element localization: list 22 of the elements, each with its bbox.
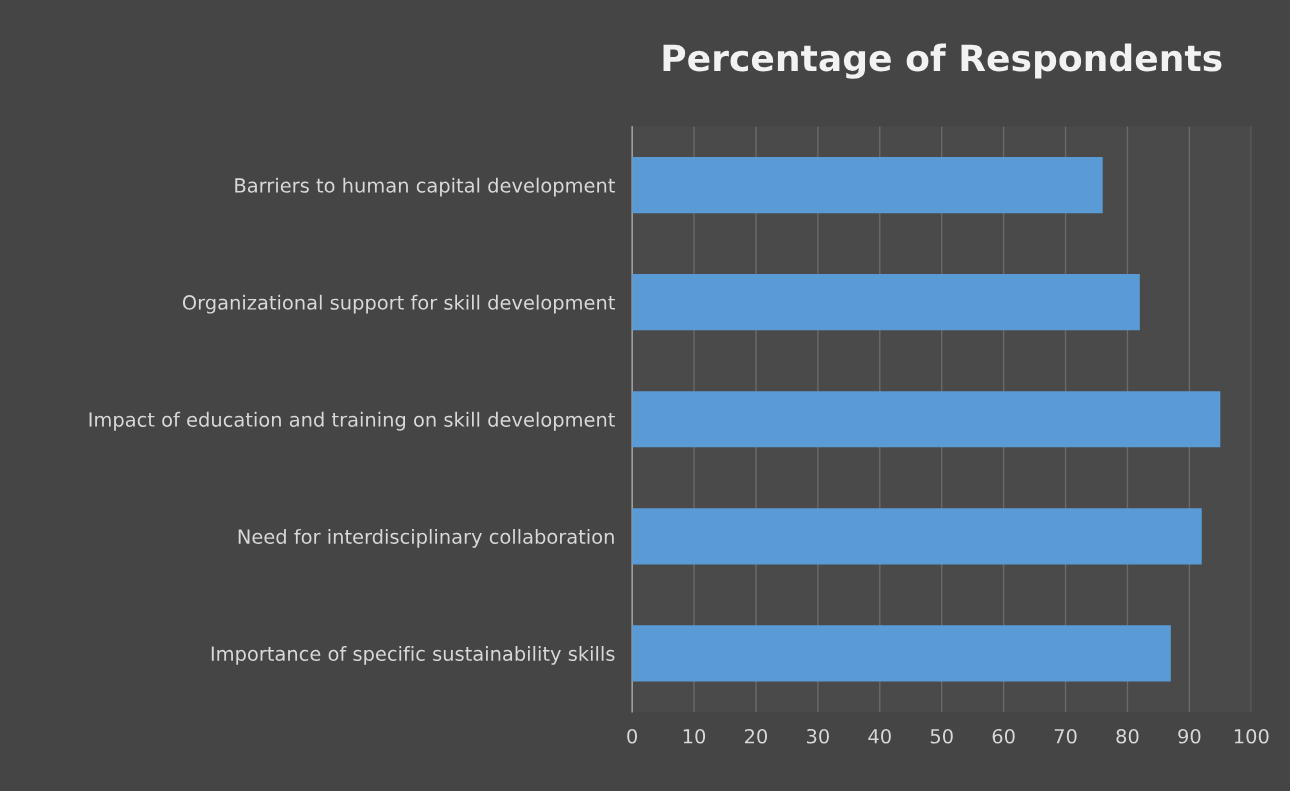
y-tick-label: Impact of education and training on skill development <box>89 411 615 431</box>
bar <box>632 157 1103 214</box>
x-tick-label: 70 <box>1054 728 1077 744</box>
x-tick-label: 50 <box>930 728 953 744</box>
bar <box>632 274 1140 331</box>
bar <box>632 391 1221 448</box>
y-tick-label: Need for interdisciplinary collaboration <box>238 528 614 548</box>
x-tick-label: 10 <box>683 728 706 744</box>
y-tick-label: Organizational support for skill development <box>182 294 615 314</box>
x-tick-label: 60 <box>992 728 1015 744</box>
x-tick-label: 90 <box>1178 728 1201 744</box>
x-tick-label: 100 <box>1234 728 1269 744</box>
x-tick-label: 0 <box>627 728 637 744</box>
bar <box>632 625 1171 682</box>
x-tick-label: 40 <box>868 728 891 744</box>
y-tick-label: Barriers to human capital development <box>235 177 615 197</box>
x-tick-label: 80 <box>1116 728 1139 744</box>
chart-title: Percentage of Respondents <box>663 43 1222 79</box>
y-tick-label: Importance of specific sustainability skills <box>211 645 615 665</box>
x-tick-label: 20 <box>744 728 768 744</box>
x-tick-label: 30 <box>806 728 829 744</box>
bar <box>632 508 1202 565</box>
